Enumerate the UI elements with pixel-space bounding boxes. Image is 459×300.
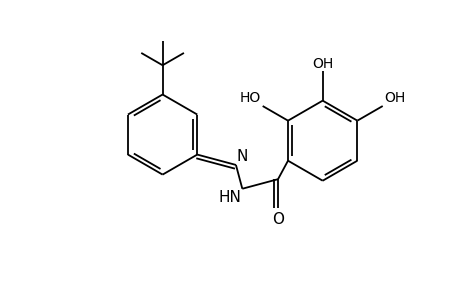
- Text: N: N: [236, 149, 247, 164]
- Text: OH: OH: [383, 91, 405, 105]
- Text: OH: OH: [311, 57, 333, 70]
- Text: HO: HO: [239, 91, 261, 105]
- Text: HN: HN: [218, 190, 241, 205]
- Text: O: O: [271, 212, 283, 226]
